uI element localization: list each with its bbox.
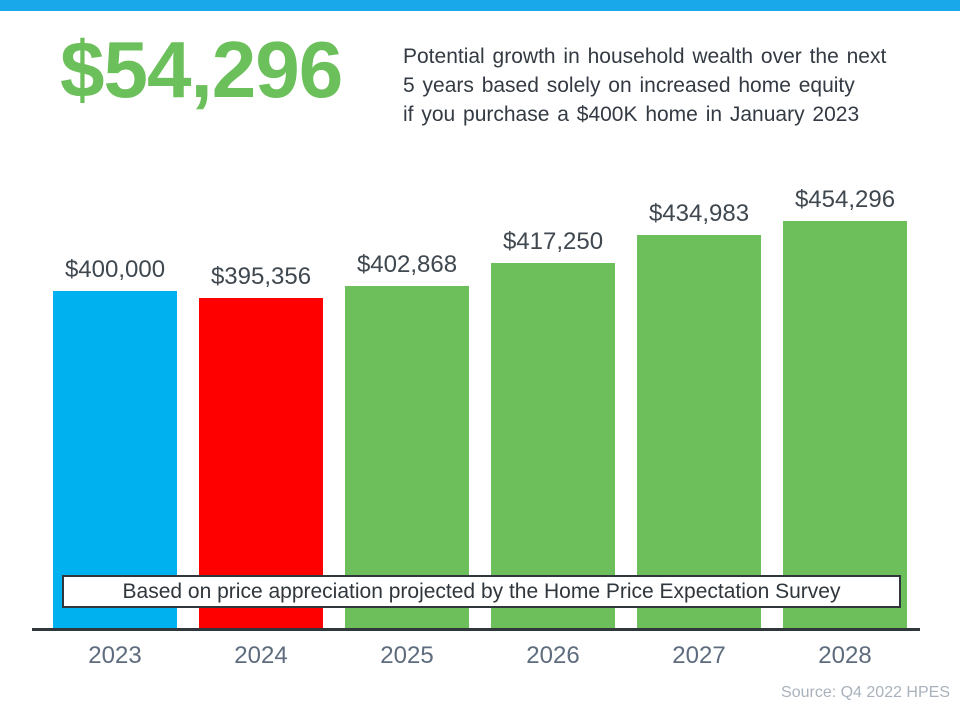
x-axis-label-2023: 2023: [88, 642, 142, 669]
banner-note: Based on price appreciation projected by…: [62, 575, 901, 608]
description-line-2: 5 years based solely on increased home e…: [403, 74, 855, 97]
source-note: Source: Q4 2022 HPES: [781, 684, 950, 701]
chart-description: Potential growth in household wealth ove…: [403, 42, 903, 129]
bar-column-2026: $417,250: [491, 186, 615, 629]
bar-column-2028: $454,296: [783, 186, 907, 629]
x-axis-label-2027: 2027: [672, 642, 726, 669]
top-accent-strip: [0, 0, 960, 11]
bar-2025: [345, 286, 469, 629]
bar-value-label: $454,296: [794, 186, 896, 213]
x-axis-labels: 2023 2024 2025 2026 2027 2028: [53, 642, 907, 670]
bar-column-2024: $395,356: [199, 186, 323, 629]
bar-2026: [491, 263, 615, 629]
bar-2027: [637, 235, 761, 629]
bar-column-2025: $402,868: [345, 186, 469, 629]
bar-value-label: $434,983: [648, 200, 750, 228]
bar-2028: [783, 221, 907, 629]
bar-value-label: $400,000: [64, 255, 166, 283]
bar-column-2027: $434,983: [637, 186, 761, 629]
headline-value: $54,296: [60, 25, 343, 114]
x-axis-label-2026: 2026: [526, 642, 580, 669]
bar-2023: [53, 290, 177, 629]
bar-2024: [199, 298, 323, 629]
x-axis-label-2028: 2028: [818, 642, 872, 669]
description-line-1: Potential growth in household wealth ove…: [403, 45, 887, 68]
bar-value-label: $395,356: [210, 263, 312, 291]
description-line-3: if you purchase a $400K home in January …: [403, 103, 860, 126]
bar-chart-plot-area: $400,000 $395,356 $402,868 $417,250 $434,983…: [53, 186, 907, 629]
bar-value-label: $402,868: [356, 251, 458, 279]
bar-column-2023: $400,000: [53, 186, 177, 629]
bar-value-label: $417,250: [502, 228, 604, 256]
x-axis-label-2024: 2024: [234, 642, 288, 669]
x-axis-label-2025: 2025: [380, 642, 434, 669]
x-axis-line: [32, 628, 920, 631]
